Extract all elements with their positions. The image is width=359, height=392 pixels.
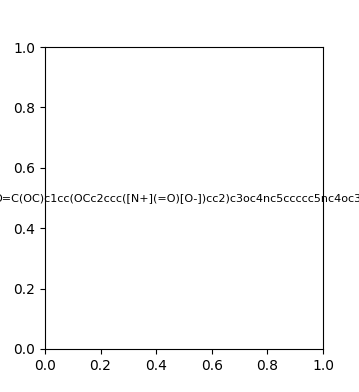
Text: O=C(OC)c1cc(OCc2ccc([N+](=O)[O-])cc2)c3oc4nc5ccccc5nc4oc3c1: O=C(OC)c1cc(OCc2ccc([N+](=O)[O-])cc2)c3o…	[0, 193, 359, 203]
